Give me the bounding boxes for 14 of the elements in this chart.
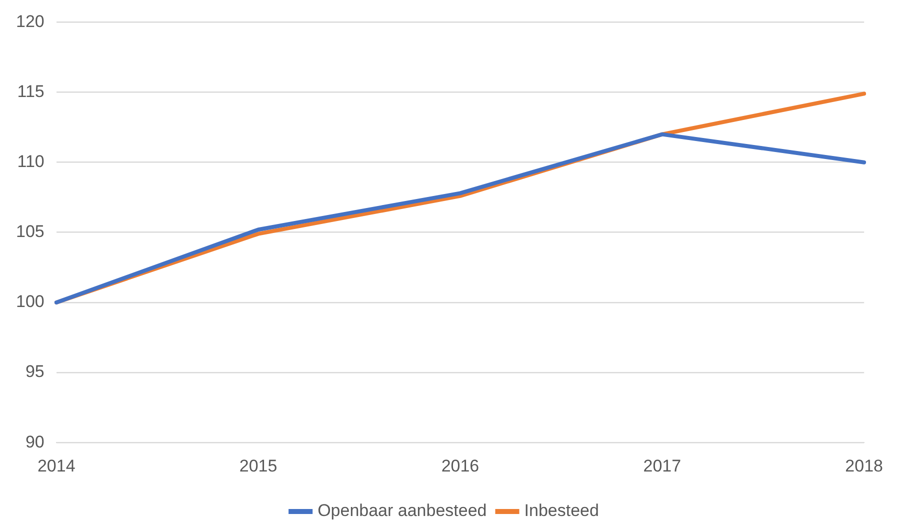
y-tick-label: 120 — [16, 12, 44, 31]
x-tick-label: 2015 — [239, 456, 278, 476]
y-tick-label: 115 — [17, 82, 44, 101]
y-tick-label: 100 — [16, 292, 44, 312]
x-tick-label: 2018 — [845, 456, 884, 476]
y-tick-label: 105 — [16, 222, 44, 242]
y-tick-label: 95 — [25, 362, 44, 382]
y-tick-label: 90 — [25, 432, 44, 452]
y-tick-label: 110 — [17, 152, 44, 172]
x-tick-label: 2014 — [37, 456, 76, 476]
legend-label: Inbesteed — [524, 501, 599, 520]
legend-label: Openbaar aanbesteed — [318, 501, 487, 520]
x-tick-label: 2016 — [441, 456, 480, 476]
x-tick-label: 2017 — [643, 456, 682, 476]
